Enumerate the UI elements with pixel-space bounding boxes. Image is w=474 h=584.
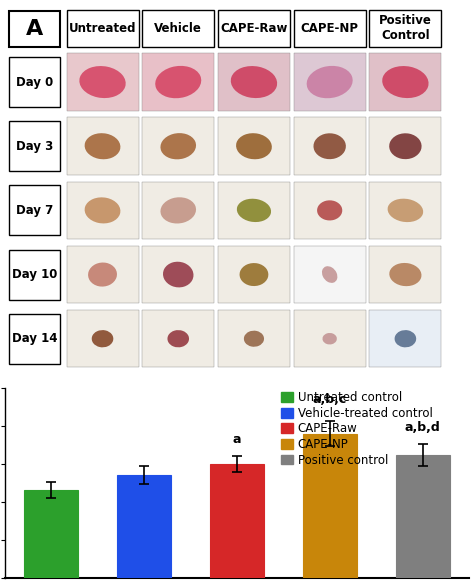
Legend: Untreated control, Vehicle-treated control, CAPE-Raw, CAPE-NP, Positive control: Untreated control, Vehicle-treated contr… (280, 390, 434, 468)
Text: a,b,c: a,b,c (313, 393, 347, 406)
Bar (66, 53, 138, 111)
Bar (142, 246, 214, 303)
Ellipse shape (236, 133, 272, 159)
Bar (396, 455, 450, 578)
Bar (24, 490, 78, 578)
Bar (369, 310, 441, 367)
Bar (369, 53, 441, 111)
Ellipse shape (167, 330, 189, 347)
Ellipse shape (322, 333, 337, 345)
Bar (294, 310, 365, 367)
Ellipse shape (322, 266, 337, 283)
Bar (142, 117, 214, 175)
Bar (294, 9, 365, 47)
Bar (218, 310, 290, 367)
Bar (218, 9, 290, 47)
Ellipse shape (85, 133, 120, 159)
Bar (142, 53, 214, 111)
Ellipse shape (231, 66, 277, 98)
Bar (369, 117, 441, 175)
Ellipse shape (85, 197, 120, 224)
Ellipse shape (394, 330, 416, 347)
Ellipse shape (160, 197, 196, 224)
Bar (9, 57, 61, 107)
Bar (66, 9, 138, 47)
Bar (303, 433, 357, 578)
Text: Vehicle: Vehicle (155, 22, 202, 34)
Bar (210, 464, 264, 578)
Bar (369, 9, 441, 47)
Bar (369, 246, 441, 303)
Text: Day 3: Day 3 (16, 140, 54, 153)
Text: Day 7: Day 7 (16, 204, 54, 217)
Bar (9, 12, 61, 47)
Text: CAPE-NP: CAPE-NP (301, 22, 359, 34)
Text: Untreated: Untreated (69, 22, 136, 34)
Ellipse shape (317, 200, 342, 220)
Ellipse shape (237, 199, 271, 222)
Ellipse shape (160, 133, 196, 159)
Ellipse shape (239, 263, 268, 286)
Ellipse shape (88, 263, 117, 287)
Ellipse shape (382, 66, 428, 98)
Bar (142, 182, 214, 239)
Ellipse shape (79, 66, 126, 98)
Bar (294, 117, 365, 175)
Bar (218, 182, 290, 239)
Bar (9, 121, 61, 171)
Ellipse shape (163, 262, 193, 287)
Ellipse shape (313, 133, 346, 159)
Ellipse shape (244, 331, 264, 347)
Text: A: A (27, 19, 44, 39)
Bar (218, 117, 290, 175)
Ellipse shape (155, 66, 201, 98)
Bar (117, 475, 171, 578)
Text: CAPE-Raw: CAPE-Raw (220, 22, 288, 34)
Bar (218, 246, 290, 303)
Bar (294, 246, 365, 303)
Ellipse shape (389, 263, 421, 286)
Bar (66, 310, 138, 367)
Bar (66, 182, 138, 239)
Bar (218, 53, 290, 111)
Text: a,b,d: a,b,d (405, 420, 441, 433)
Bar (369, 182, 441, 239)
Text: a: a (233, 433, 241, 446)
Ellipse shape (307, 66, 353, 98)
Text: Day 14: Day 14 (12, 332, 58, 345)
Bar (294, 53, 365, 111)
Bar (9, 314, 61, 364)
Bar (142, 310, 214, 367)
Bar (66, 117, 138, 175)
Ellipse shape (388, 199, 423, 222)
Text: Day 10: Day 10 (12, 268, 58, 281)
Text: Positive
Control: Positive Control (379, 14, 432, 42)
Bar (66, 246, 138, 303)
Bar (142, 9, 214, 47)
Ellipse shape (92, 330, 113, 347)
Bar (294, 182, 365, 239)
Text: Day 0: Day 0 (16, 75, 54, 89)
Ellipse shape (389, 133, 421, 159)
Bar (9, 249, 61, 300)
Bar (9, 185, 61, 235)
